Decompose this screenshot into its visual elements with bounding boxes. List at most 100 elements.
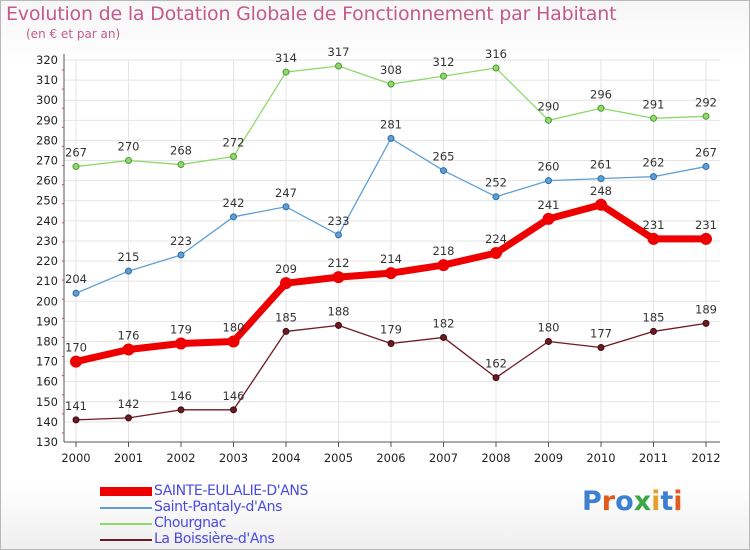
data-point-la-boissiere <box>440 333 447 341</box>
legend-label: SAINTE-EULALIE-D'ANS <box>154 483 308 499</box>
data-point-sainte-eulalie <box>385 267 397 280</box>
legend-item-la-boissiere: La Boissière-d'Ans <box>100 531 360 548</box>
data-label-la-boissiere: 180 <box>538 320 560 334</box>
logo-letter: i <box>651 486 661 517</box>
proxiti-logo: Proxiti <box>582 486 683 517</box>
data-point-la-boissiere <box>72 416 80 424</box>
data-point-la-boissiere <box>387 339 395 347</box>
data-label-sainte-eulalie: 179 <box>170 322 192 336</box>
legend-label: Saint-Pantaly-d'Ans <box>154 499 282 515</box>
x-tick-label: 2007 <box>429 451 458 465</box>
data-label-sainte-eulalie: 248 <box>590 184 612 198</box>
data-point-saint-pantaly <box>387 134 395 142</box>
data-point-la-boissiere <box>335 321 342 329</box>
data-label-la-boissiere: 189 <box>695 302 717 316</box>
data-point-saint-pantaly <box>335 231 342 239</box>
data-label-la-boissiere: 141 <box>65 399 87 413</box>
y-tick-label: 310 <box>36 73 58 87</box>
data-label-la-boissiere: 182 <box>433 316 455 330</box>
data-point-sainte-eulalie <box>542 212 555 225</box>
data-point-sainte-eulalie <box>700 232 712 245</box>
data-point-chourgnac <box>440 72 447 80</box>
data-label-la-boissiere: 185 <box>643 310 665 324</box>
y-tick-label: 180 <box>36 334 58 348</box>
data-label-saint-pantaly: 265 <box>433 150 455 164</box>
logo-letter: i <box>673 486 683 517</box>
data-point-chourgnac <box>125 157 132 165</box>
x-tick-label: 2011 <box>639 451 668 465</box>
data-label-saint-pantaly: 233 <box>328 214 350 228</box>
data-point-chourgnac <box>545 116 552 124</box>
legend-label: La Boissière-d'Ans <box>154 531 275 547</box>
y-tick-label: 280 <box>36 133 58 147</box>
y-tick-label: 270 <box>36 154 58 168</box>
data-point-chourgnac <box>282 68 290 76</box>
x-tick-label: 2001 <box>114 451 143 465</box>
data-label-chourgnac: 290 <box>538 99 560 113</box>
data-label-saint-pantaly: 242 <box>223 196 245 210</box>
data-label-sainte-eulalie: 214 <box>380 252 402 266</box>
legend-item-chourgnac: Chourgnac <box>100 515 360 532</box>
data-label-la-boissiere: 142 <box>118 397 140 411</box>
data-label-chourgnac: 267 <box>65 146 87 160</box>
data-point-sainte-eulalie <box>175 337 187 350</box>
legend-item-sainte-eulalie: SAINTE-EULALIE-D'ANS <box>100 483 360 500</box>
data-point-la-boissiere <box>282 327 290 335</box>
data-label-sainte-eulalie: 218 <box>433 244 455 258</box>
data-point-saint-pantaly <box>650 173 657 181</box>
logo-letter: r <box>601 486 616 517</box>
y-tick-label: 240 <box>36 214 58 228</box>
data-label-sainte-eulalie: 241 <box>538 198 560 212</box>
data-label-chourgnac: 268 <box>170 144 192 158</box>
data-point-saint-pantaly <box>702 163 710 171</box>
data-point-la-boissiere <box>702 319 710 327</box>
data-point-saint-pantaly <box>440 167 447 175</box>
data-point-saint-pantaly <box>597 175 605 183</box>
chart-subtitle: (en € et par an) <box>26 27 121 41</box>
data-label-chourgnac: 316 <box>485 47 507 61</box>
data-label-chourgnac: 291 <box>643 97 665 111</box>
data-point-sainte-eulalie <box>595 198 607 211</box>
data-point-chourgnac <box>492 64 500 72</box>
data-point-chourgnac <box>72 163 80 171</box>
grid <box>64 59 720 443</box>
data-label-la-boissiere: 146 <box>170 389 192 403</box>
series-saint-pantaly <box>72 134 710 297</box>
data-label-la-boissiere: 162 <box>485 357 507 371</box>
data-point-chourgnac <box>230 153 237 161</box>
data-label-saint-pantaly: 247 <box>275 186 297 200</box>
y-tick-label: 130 <box>36 435 58 449</box>
y-tick-label: 150 <box>36 395 58 409</box>
logo-letter: P <box>582 486 602 517</box>
series-sainte-eulalie <box>70 198 712 368</box>
data-label-chourgnac: 314 <box>275 51 297 65</box>
legend-swatch <box>100 487 152 496</box>
x-tick-label: 2002 <box>166 451 195 465</box>
x-tick-label: 2003 <box>219 451 248 465</box>
data-label-sainte-eulalie: 176 <box>118 329 140 343</box>
x-tick-label: 2010 <box>586 451 615 465</box>
data-label-sainte-eulalie: 224 <box>485 232 507 246</box>
data-point-la-boissiere <box>125 414 132 422</box>
x-tick-label: 2008 <box>481 451 510 465</box>
y-tick-label: 220 <box>36 254 58 268</box>
x-tick-label: 2009 <box>534 451 563 465</box>
data-point-sainte-eulalie <box>227 335 240 348</box>
data-point-sainte-eulalie <box>490 247 502 260</box>
data-label-sainte-eulalie: 231 <box>695 218 717 232</box>
chart-title: Evolution de la Dotation Globale de Fonc… <box>6 3 617 25</box>
data-point-la-boissiere <box>177 406 185 414</box>
data-label-saint-pantaly: 261 <box>590 158 612 172</box>
x-tick-label: 2005 <box>324 451 353 465</box>
legend-swatch <box>100 523 152 525</box>
legend-item-saint-pantaly: Saint-Pantaly-d'Ans <box>100 499 360 516</box>
logo-letter: t <box>660 486 674 517</box>
logo-letter: o <box>615 486 634 517</box>
data-point-sainte-eulalie <box>647 232 660 245</box>
data-point-la-boissiere <box>650 327 657 335</box>
data-point-sainte-eulalie <box>437 259 450 272</box>
data-point-saint-pantaly <box>72 289 80 297</box>
data-label-chourgnac: 312 <box>433 55 455 69</box>
data-point-sainte-eulalie <box>280 277 292 290</box>
data-label-la-boissiere: 188 <box>328 304 350 318</box>
